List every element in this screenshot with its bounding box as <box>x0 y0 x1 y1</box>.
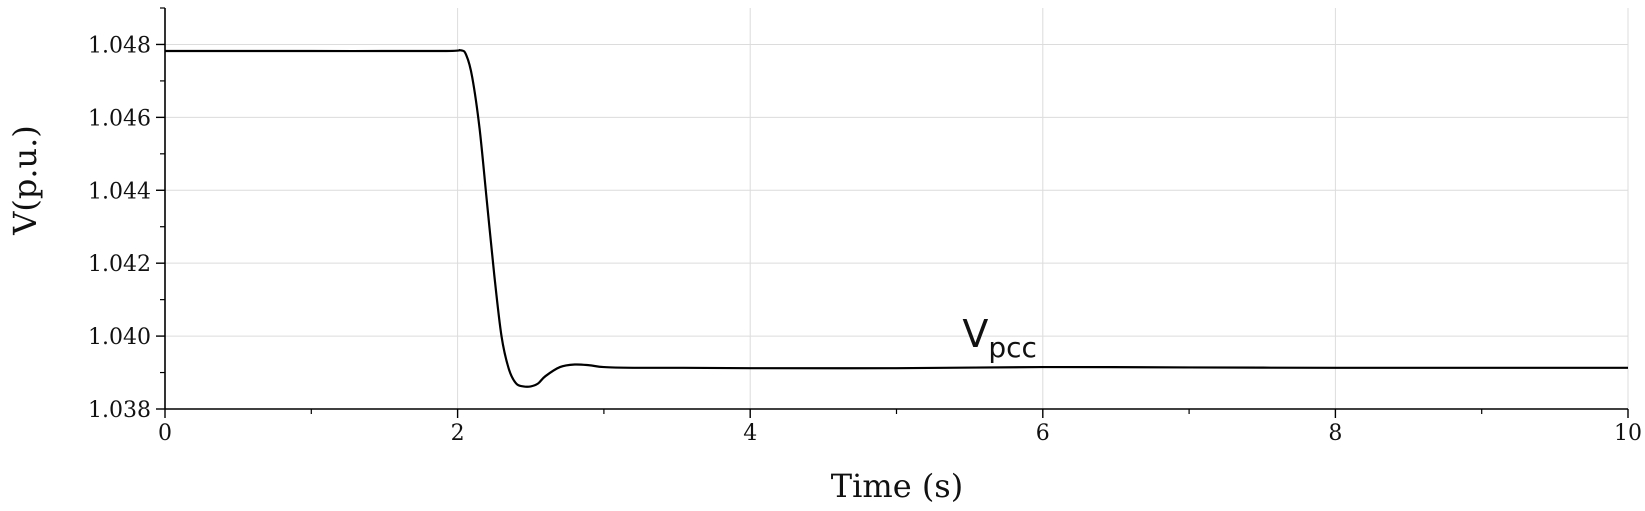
vpcc-annotation: Vpcc <box>962 312 1037 364</box>
x-tick-label: 4 <box>743 421 757 446</box>
annotation-subscript: pcc <box>988 331 1037 364</box>
y-axis-title: V(p.u.) <box>6 125 44 236</box>
y-tick-label: 1.038 <box>88 398 151 423</box>
y-tick-label: 1.046 <box>88 106 151 131</box>
x-axis-title: Time (s) <box>831 467 963 505</box>
x-tick-label: 6 <box>1036 421 1050 446</box>
annotation-base: V <box>962 312 988 356</box>
y-tick-label: 1.042 <box>88 252 151 277</box>
y-tick-labels: 1.038 1.040 1.042 1.044 1.046 1.048 <box>88 33 151 423</box>
x-tick-label: 10 <box>1614 421 1642 446</box>
y-tick-label: 1.040 <box>88 325 151 350</box>
tick-marks <box>156 7 1629 418</box>
x-tick-label: 8 <box>1328 421 1342 446</box>
axes <box>164 8 1628 410</box>
x-tick-label: 0 <box>158 421 172 446</box>
x-tick-labels: 0 2 4 6 8 10 <box>158 421 1642 446</box>
y-tick-label: 1.044 <box>88 179 151 204</box>
grid-lines <box>165 8 1629 409</box>
x-tick-label: 2 <box>451 421 465 446</box>
y-tick-label: 1.048 <box>88 33 151 58</box>
vpcc-series-line <box>164 48 1628 388</box>
